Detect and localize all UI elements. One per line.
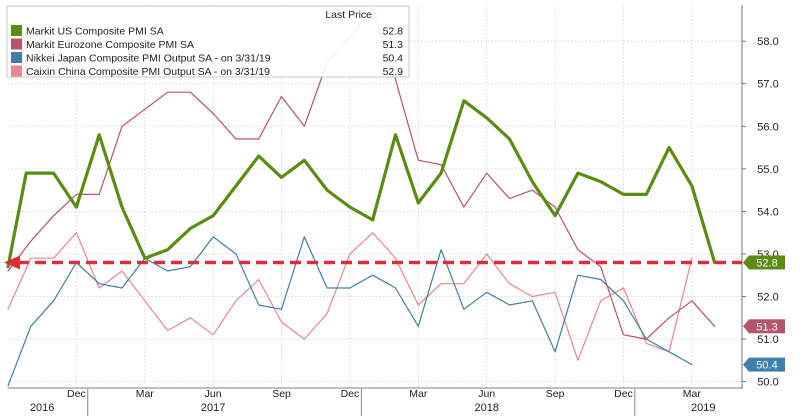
legend-value-china: 52.9: [383, 66, 404, 78]
badge-label: 50.4: [756, 360, 777, 372]
legend-entry-us: Markit US Composite PMI SA 52.8: [11, 25, 403, 38]
legend-label-china: Caixin China Composite PMI Output SA - o…: [26, 66, 270, 78]
legend-swatch-japan: [11, 52, 22, 63]
badge-box: [749, 357, 785, 372]
reference-arrowhead: [4, 255, 20, 270]
x-tick-label: Mar: [136, 388, 155, 400]
y-tick-label: 52.0: [757, 292, 778, 304]
last-value-badges: 52.8 51.3 50.4: [743, 255, 785, 372]
year-label: 2017: [201, 402, 225, 414]
x-tick-label: Dec: [614, 388, 633, 400]
x-tick-label: Jun: [205, 388, 222, 400]
x-tick-label: Sep: [546, 388, 565, 400]
year-label: 2018: [474, 402, 498, 414]
legend-swatch-china: [11, 65, 22, 77]
reference-line-layer: [4, 255, 742, 270]
x-tick-label: Jun: [478, 388, 495, 400]
legend-label-us: Markit US Composite PMI SA: [26, 26, 164, 38]
y-tick-label: 54.0: [757, 206, 778, 218]
us-pmi-line: [6, 99, 717, 269]
y-tick-label: 57.0: [757, 79, 778, 91]
x-tick-label: Dec: [67, 388, 86, 400]
legend-header: Last Price: [325, 9, 372, 21]
us-last-value-badge: 52.8: [743, 255, 785, 270]
y-tick-label: 50.0: [757, 377, 778, 389]
y-tick-label: 55.0: [757, 164, 778, 176]
legend-label-japan: Nikkei Japan Composite PMI Output SA - o…: [26, 53, 271, 65]
badge-label: 52.8: [756, 257, 777, 269]
badge-box: [749, 255, 785, 270]
china-pmi-line: [7, 232, 693, 361]
x-tick-label: Sep: [272, 388, 291, 400]
y-tick-label: 56.0: [757, 121, 778, 133]
y-tick-label: 51.0: [757, 334, 778, 346]
legend-box: [6, 5, 410, 78]
year-label: 2016: [30, 402, 54, 414]
x-tick-label: Dec: [341, 388, 360, 400]
legend-entry-japan: Nikkei Japan Composite PMI Output SA - o…: [11, 52, 403, 65]
year-label: 2019: [691, 402, 715, 414]
japan-pmi-line: [7, 236, 693, 387]
legend: Last Price Markit US Composite PMI SA 52…: [6, 5, 410, 78]
y-tick-label: 58.0: [757, 36, 778, 48]
legend-swatch-eurozone: [11, 38, 22, 50]
badge-label: 51.3: [756, 321, 777, 333]
badge-box: [749, 319, 785, 334]
legend-entry-eurozone: Markit Eurozone Composite PMI SA 51.3: [11, 38, 404, 51]
japan-last-value-badge: 50.4: [743, 357, 785, 372]
legend-swatch-us: [11, 25, 22, 36]
x-tick-label: Mar: [683, 388, 702, 400]
legend-value-eurozone: 51.3: [383, 39, 404, 51]
legend-value-us: 52.8: [383, 26, 404, 38]
legend-label-eurozone: Markit Eurozone Composite PMI SA: [26, 39, 194, 51]
badge-pointer: [743, 255, 749, 270]
legend-value-japan: 50.4: [383, 53, 404, 65]
x-tick-label: Mar: [409, 388, 428, 400]
badge-pointer: [743, 357, 749, 372]
eurozone-last-value-badge: 51.3: [743, 319, 785, 334]
legend-entry-china: Caixin China Composite PMI Output SA - o…: [11, 65, 404, 78]
badge-pointer: [743, 319, 749, 334]
